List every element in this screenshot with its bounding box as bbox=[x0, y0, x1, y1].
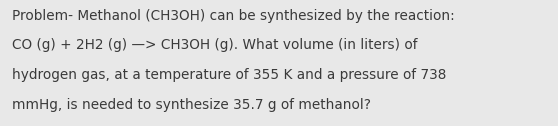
Text: hydrogen gas, at a temperature of 355 K and a pressure of 738: hydrogen gas, at a temperature of 355 K … bbox=[12, 68, 446, 82]
Text: mmHg, is needed to synthesize 35.7 g of methanol?: mmHg, is needed to synthesize 35.7 g of … bbox=[12, 98, 371, 112]
Text: CO (g) + 2H2 (g) —> CH3OH (g). What volume (in liters) of: CO (g) + 2H2 (g) —> CH3OH (g). What volu… bbox=[12, 38, 418, 52]
Text: Problem- Methanol (CH3OH) can be synthesized by the reaction:: Problem- Methanol (CH3OH) can be synthes… bbox=[12, 9, 455, 23]
